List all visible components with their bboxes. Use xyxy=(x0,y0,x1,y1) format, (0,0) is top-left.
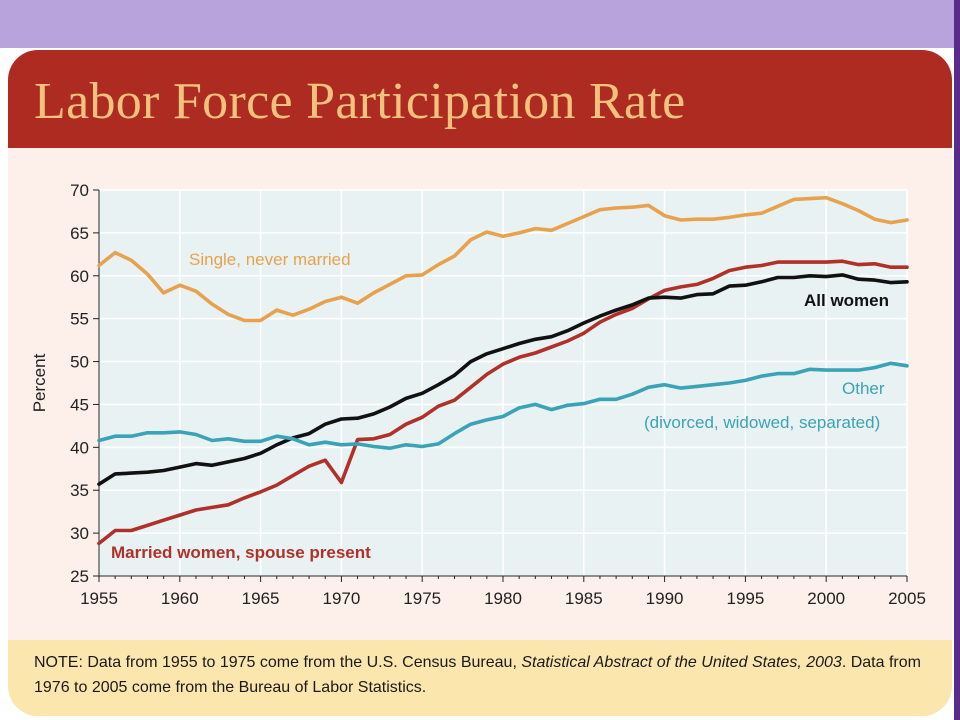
y-tick-label: 70 xyxy=(70,181,89,200)
x-tick-label: 1995 xyxy=(726,589,764,608)
series-annotation: Single, never married xyxy=(189,250,351,269)
y-tick-label: 30 xyxy=(70,524,89,543)
line-chart: 25 30 35 40 45 50 55 60 65 70 1955 1960 1965 1970 1975… xyxy=(30,181,926,608)
page-title: Labor Force Participation Rate xyxy=(34,73,686,130)
card-header xyxy=(8,50,952,148)
y-tick-label: 35 xyxy=(70,481,89,500)
y-axis-label: Percent xyxy=(30,353,49,412)
y-tick-label: 40 xyxy=(70,438,89,457)
series-line-other xyxy=(97,361,909,451)
series-line-married-women-spouse-present xyxy=(97,259,909,546)
y-tick-label: 65 xyxy=(70,224,89,243)
series-annotation: All women xyxy=(804,291,889,310)
chart-card: Labor Force Participation Rate 25 30 35 40 4… xyxy=(8,50,952,716)
x-tick-label: 2005 xyxy=(888,589,926,608)
x-tick-label: 1985 xyxy=(565,589,603,608)
note-prefix: NOTE: Data from 1955 to 1975 come from t… xyxy=(34,654,522,671)
x-tick-label: 1955 xyxy=(80,589,118,608)
note-suffix: . Data from 1976 to 2005 come from the B… xyxy=(34,654,921,696)
x-tick-label: 2000 xyxy=(807,589,845,608)
y-tick-label: 60 xyxy=(70,267,89,286)
series-annotation: (divorced, widowed, separated) xyxy=(644,413,880,432)
x-tick-label: 1970 xyxy=(322,589,360,608)
series-line-all-women xyxy=(97,273,909,487)
x-tick-label: 1980 xyxy=(484,589,522,608)
series-annotation: Other xyxy=(842,379,885,398)
x-tick-label: 1975 xyxy=(403,589,441,608)
note-source-title: Statistical Abstract of the United State… xyxy=(521,654,842,671)
y-tick-label: 50 xyxy=(70,353,89,372)
series-annotation: Married women, spouse present xyxy=(111,543,371,562)
y-tick-label: 45 xyxy=(70,395,89,414)
side-strip xyxy=(954,0,960,720)
series-line-single-never-married xyxy=(97,195,909,323)
note-text: NOTE: Data from 1955 to 1975 come from t… xyxy=(34,650,934,700)
y-tick-label: 55 xyxy=(70,310,89,329)
note-band xyxy=(8,640,952,716)
top-band xyxy=(0,0,960,48)
x-tick-label: 1965 xyxy=(242,589,280,608)
x-tick-label: 1960 xyxy=(161,589,199,608)
x-tick-label: 1990 xyxy=(646,589,684,608)
y-tick-label: 25 xyxy=(70,567,89,586)
